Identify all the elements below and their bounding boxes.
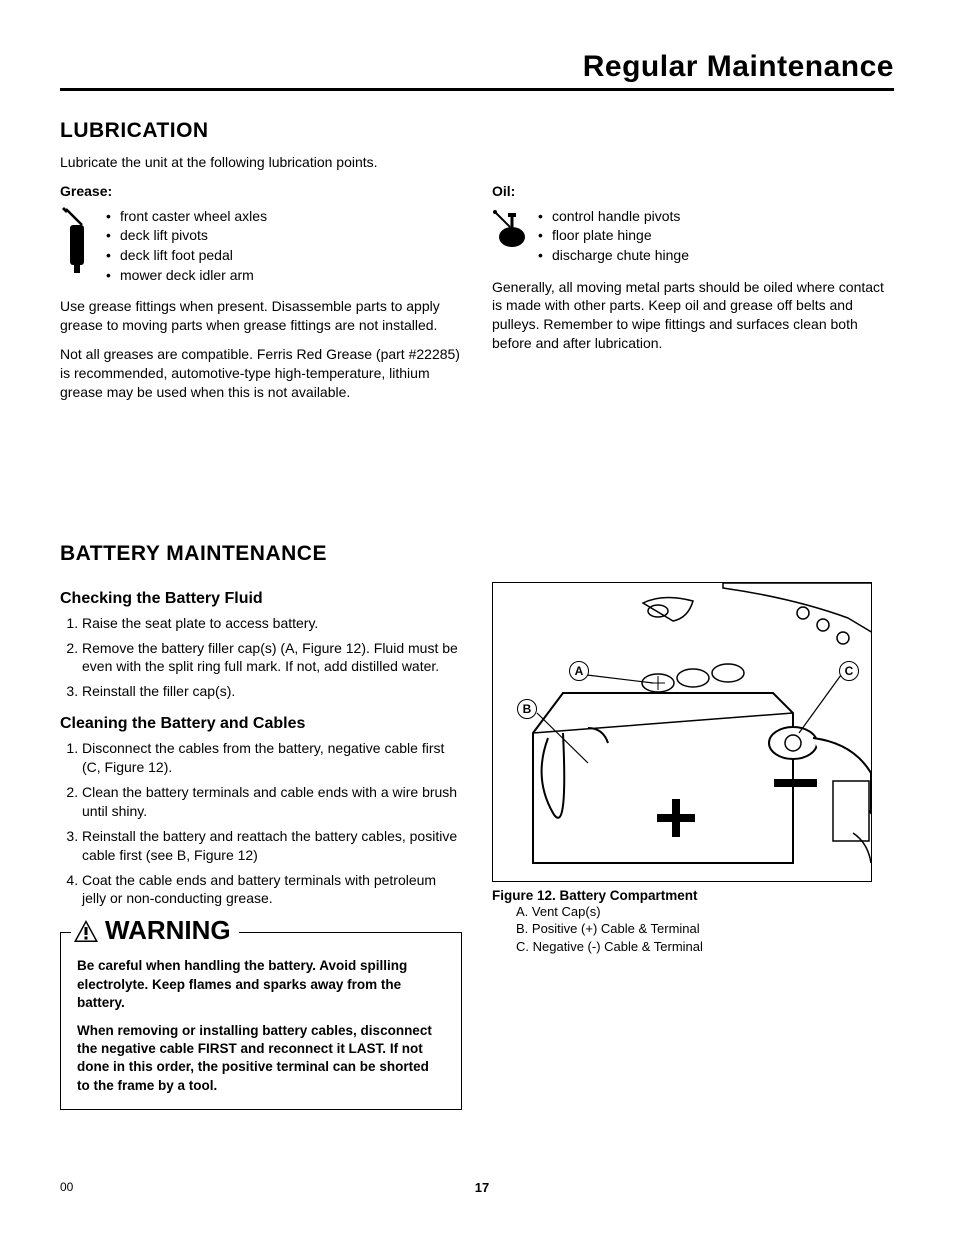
grease-para2: Not all greases are compatible. Ferris R…: [60, 345, 462, 402]
lubrication-intro: Lubricate the unit at the following lubr…: [60, 153, 894, 172]
figure-caption: Figure 12. Battery Compartment: [492, 888, 894, 903]
cleaning-step: Clean the battery terminals and cable en…: [82, 783, 462, 821]
grease-list: front caster wheel axles deck lift pivot…: [106, 207, 267, 285]
battery-diagram-icon: [493, 583, 872, 882]
battery-columns: Checking the Battery Fluid Raise the sea…: [60, 576, 894, 1110]
checking-title: Checking the Battery Fluid: [60, 590, 462, 608]
legend-c: C. Negative (-) Cable & Terminal: [516, 938, 894, 956]
legend-a: A. Vent Cap(s): [516, 903, 894, 921]
grease-item: deck lift pivots: [106, 226, 267, 246]
oil-label: Oil:: [492, 182, 894, 201]
figure-legend: A. Vent Cap(s) B. Positive (+) Cable & T…: [492, 903, 894, 956]
cleaning-steps: Disconnect the cables from the battery, …: [60, 739, 462, 908]
oil-para1: Generally, all moving metal parts should…: [492, 278, 894, 354]
oil-can-icon: [492, 207, 528, 262]
oil-item: floor plate hinge: [538, 226, 689, 246]
cleaning-step: Coat the cable ends and battery terminal…: [82, 871, 462, 909]
grease-column: Grease: front caster wheel axles deck li…: [60, 182, 462, 412]
warning-triangle-icon: [73, 919, 99, 943]
lubrication-columns: Grease: front caster wheel axles deck li…: [60, 182, 894, 412]
grease-gun-icon: [60, 207, 96, 282]
cleaning-step: Disconnect the cables from the battery, …: [82, 739, 462, 777]
cleaning-step: Reinstall the battery and reattach the b…: [82, 827, 462, 865]
callout-c: C: [839, 661, 859, 681]
oil-column: Oil: control handle pivots floor plate h…: [492, 182, 894, 412]
battery-figure-column: A B C: [492, 576, 894, 1110]
checking-step: Reinstall the filler cap(s).: [82, 682, 462, 701]
cleaning-title: Cleaning the Battery and Cables: [60, 715, 462, 733]
figure-12: A B C: [492, 582, 894, 956]
warning-header: WARNING: [71, 915, 239, 946]
grease-icon-block: front caster wheel axles deck lift pivot…: [60, 207, 462, 285]
grease-item: mower deck idler arm: [106, 266, 267, 286]
checking-step: Raise the seat plate to access battery.: [82, 614, 462, 633]
footer-page: 17: [475, 1180, 489, 1195]
callout-b: B: [517, 699, 537, 719]
grease-label: Grease:: [60, 182, 462, 201]
lubrication-heading: LUBRICATION: [60, 119, 894, 143]
oil-item: control handle pivots: [538, 207, 689, 227]
checking-step: Remove the battery filler cap(s) (A, Fig…: [82, 639, 462, 677]
legend-b: B. Positive (+) Cable & Terminal: [516, 920, 894, 938]
footer-rev: 00: [60, 1180, 73, 1195]
oil-icon-block: control handle pivots floor plate hinge …: [492, 207, 894, 266]
warning-p1: Be careful when handling the battery. Av…: [77, 957, 445, 1012]
warning-box: WARNING Be careful when handling the bat…: [60, 932, 462, 1110]
callout-a: A: [569, 661, 589, 681]
header-title: Regular Maintenance: [583, 50, 894, 83]
battery-heading: BATTERY MAINTENANCE: [60, 542, 894, 566]
battery-text-column: Checking the Battery Fluid Raise the sea…: [60, 576, 462, 1110]
warning-label: WARNING: [105, 915, 231, 946]
page-header: Regular Maintenance: [60, 50, 894, 91]
lubrication-section: LUBRICATION Lubricate the unit at the fo…: [60, 119, 894, 412]
oil-item: discharge chute hinge: [538, 246, 689, 266]
page-footer: 00 17 .: [60, 1180, 894, 1195]
figure-frame: A B C: [492, 582, 872, 882]
battery-section: BATTERY MAINTENANCE Checking the Battery…: [60, 542, 894, 1110]
checking-steps: Raise the seat plate to access battery. …: [60, 614, 462, 702]
grease-para1: Use grease fittings when present. Disass…: [60, 297, 462, 335]
oil-list: control handle pivots floor plate hinge …: [538, 207, 689, 266]
warning-p2: When removing or installing battery cabl…: [77, 1022, 445, 1095]
grease-item: deck lift foot pedal: [106, 246, 267, 266]
grease-item: front caster wheel axles: [106, 207, 267, 227]
